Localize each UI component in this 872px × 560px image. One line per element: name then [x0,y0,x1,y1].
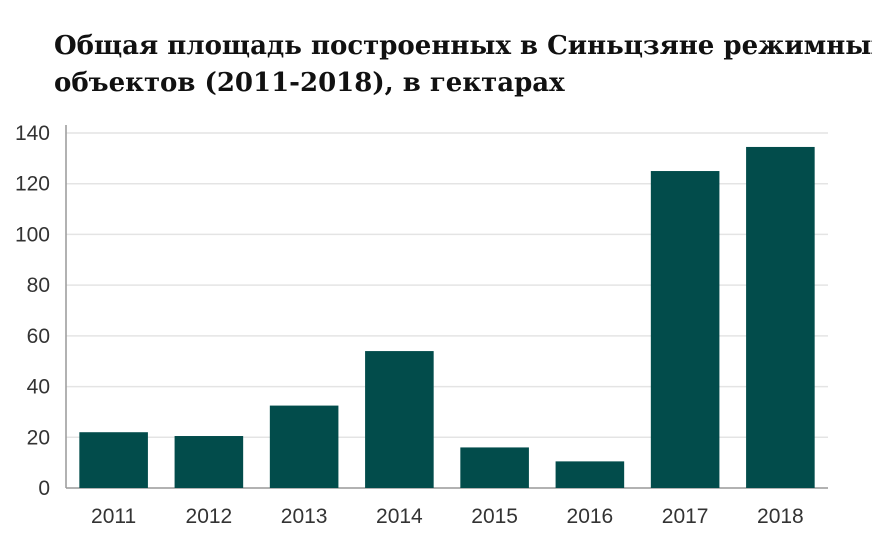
x-tick-label: 2017 [662,505,709,528]
y-tick-label: 60 [27,325,50,348]
y-tick-label: 140 [15,122,50,145]
bar-2018 [746,146,815,489]
bar-2016 [555,461,625,488]
x-tick-label: 2018 [757,505,804,528]
bar-2013 [269,405,339,488]
y-tick-label: 20 [27,426,50,449]
chart-title: Общая площадь построенных в Синьцзяне ре… [54,28,872,102]
bar-2015 [460,447,529,488]
y-tick-label: 100 [15,223,50,246]
x-tick-label: 2016 [567,505,614,528]
bar-2012 [174,436,244,488]
bar-2014 [365,351,434,488]
y-tick-label: 80 [27,274,50,297]
chart-title-line-2: объектов (2011-2018), в гектарах [54,68,565,98]
x-tick-label: 2011 [91,505,136,528]
y-tick-label: 40 [27,376,50,399]
bar-2017 [650,171,720,489]
bar-2011 [79,432,148,488]
x-tick-label: 2013 [281,505,328,528]
x-tick-label: 2012 [186,505,233,528]
chart-title-line-1: Общая площадь построенных в Синьцзяне ре… [54,31,872,61]
y-tick-label: 120 [15,173,50,196]
x-tick-label: 2015 [471,505,518,528]
y-tick-label: 0 [38,477,50,500]
x-tick-label: 2014 [376,505,423,528]
